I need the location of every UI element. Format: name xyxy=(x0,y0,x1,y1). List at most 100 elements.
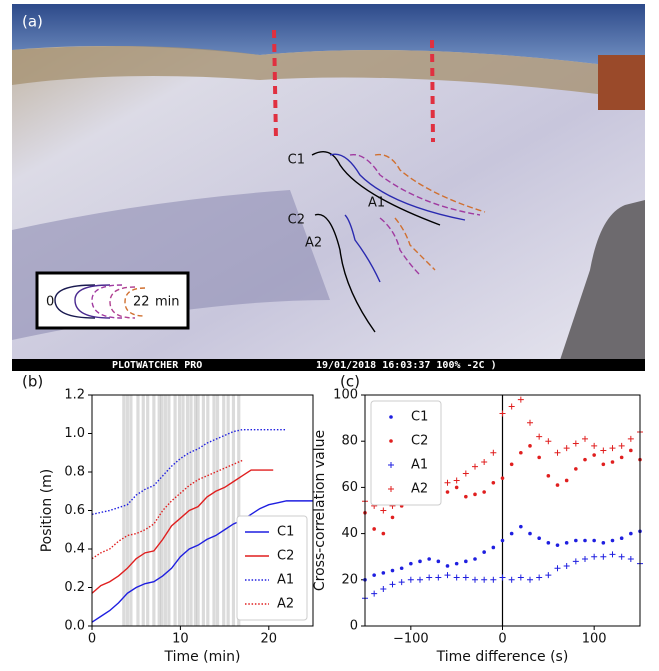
point xyxy=(409,561,413,566)
point xyxy=(472,463,478,470)
inset-label: 0 xyxy=(46,295,54,310)
point xyxy=(499,574,506,581)
legend-swatch xyxy=(389,415,393,419)
point xyxy=(509,531,514,536)
x-tick-label: 10 xyxy=(172,632,189,647)
legend-swatch xyxy=(388,462,394,468)
x-axis-label: Time difference (s) xyxy=(436,649,569,665)
point xyxy=(427,557,431,561)
legend-swatch xyxy=(389,439,393,443)
y-tick-label: 60 xyxy=(341,480,358,495)
point xyxy=(618,442,625,449)
point xyxy=(592,453,596,457)
point xyxy=(481,576,488,583)
shaded-interval xyxy=(215,395,220,626)
photo-brand: PLOTWATCHER PRO xyxy=(112,360,202,371)
point xyxy=(527,419,533,426)
point xyxy=(583,538,587,543)
curve-label: A2 xyxy=(305,236,322,251)
point xyxy=(435,574,442,581)
point xyxy=(574,538,578,543)
point xyxy=(554,449,561,456)
inset-label: 22 xyxy=(133,295,150,310)
legend-label: C2 xyxy=(277,549,294,564)
legend-swatch xyxy=(388,486,394,492)
x-axis-label: Time (min) xyxy=(163,649,240,665)
point xyxy=(500,538,505,543)
point xyxy=(436,559,441,564)
shaded-interval xyxy=(193,395,198,626)
legend-box xyxy=(370,400,442,506)
point xyxy=(591,553,598,560)
point xyxy=(601,541,606,545)
point xyxy=(629,448,633,453)
point xyxy=(555,483,560,487)
point xyxy=(591,442,598,449)
point xyxy=(517,574,524,581)
point xyxy=(372,573,376,577)
point xyxy=(627,435,634,442)
shaded-interval xyxy=(177,395,182,626)
point xyxy=(564,478,569,483)
point xyxy=(537,455,541,460)
point xyxy=(536,574,543,581)
legend-label: C1 xyxy=(411,410,428,425)
point xyxy=(445,490,450,494)
shaded-interval xyxy=(125,395,129,626)
x-tick-label: 0 xyxy=(88,632,96,647)
point xyxy=(600,553,607,560)
shaded-interval xyxy=(237,395,241,626)
photo-panel: (a) C1 A1 C2 A2 0 22 min PLOTWATCHER PRO… xyxy=(12,4,645,371)
y-tick-label: 0.0 xyxy=(64,619,85,634)
shaded-interval xyxy=(122,395,126,626)
point xyxy=(426,574,433,581)
point xyxy=(618,553,625,560)
y-axis-label: Position (m) xyxy=(39,469,55,553)
plot-frame xyxy=(364,394,641,627)
point xyxy=(528,444,532,448)
point xyxy=(473,557,477,561)
point xyxy=(472,576,478,583)
photo-curves xyxy=(311,151,486,333)
point xyxy=(444,479,451,486)
point xyxy=(464,494,468,499)
point xyxy=(508,403,515,410)
shaded-interval xyxy=(146,395,150,626)
point xyxy=(473,492,477,497)
point xyxy=(574,467,578,471)
legend-label: A1 xyxy=(411,458,428,473)
x-tick-label: 0 xyxy=(498,632,506,647)
point xyxy=(490,449,497,456)
shaded-interval xyxy=(167,395,171,626)
curve-label: A1 xyxy=(368,196,385,211)
series-line xyxy=(91,459,243,560)
point xyxy=(482,490,486,494)
point xyxy=(509,462,514,467)
legend-label: A1 xyxy=(277,573,294,588)
plot-frame xyxy=(91,394,314,627)
point xyxy=(619,536,624,541)
point xyxy=(491,545,496,550)
y-axis-label: Cross-correlation value xyxy=(312,430,328,591)
point xyxy=(418,559,422,564)
shaded-interval xyxy=(152,395,156,626)
y-tick-label: 100 xyxy=(333,388,358,403)
shaded-interval xyxy=(173,395,177,626)
shaded-interval xyxy=(201,395,205,626)
point xyxy=(572,558,579,565)
point xyxy=(536,433,543,440)
inset-curves xyxy=(54,284,146,319)
x-tick-label: 20 xyxy=(261,632,278,647)
point xyxy=(445,564,450,568)
y-tick-label: 0.6 xyxy=(64,503,85,518)
point xyxy=(482,550,486,554)
photo-stamp: 19/01/2018 16:03:37 100% -2C ) xyxy=(316,360,497,371)
point xyxy=(546,474,551,478)
point xyxy=(454,485,459,490)
point xyxy=(381,571,386,575)
point xyxy=(481,458,488,465)
shaded-interval xyxy=(160,395,164,626)
point xyxy=(444,572,451,579)
y-tick-label: 20 xyxy=(341,572,358,587)
